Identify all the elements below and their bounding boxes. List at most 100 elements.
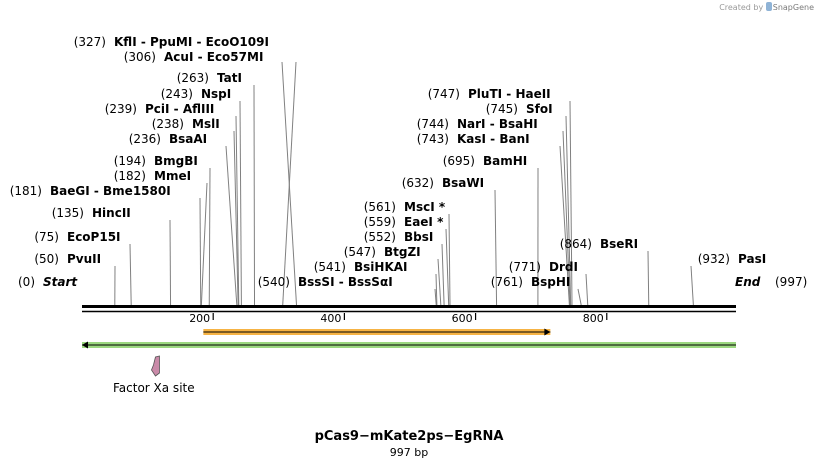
start-label: Start bbox=[43, 275, 78, 289]
features bbox=[82, 328, 736, 377]
site-position-pasi: (932) bbox=[698, 252, 730, 266]
site-name-bsphi[interactable]: BspHI bbox=[531, 275, 570, 289]
site-name-mmei[interactable]: MmeI bbox=[154, 169, 191, 183]
site-position-eaei: (559) bbox=[364, 215, 396, 229]
credit-prefix: Created by bbox=[719, 3, 764, 12]
site-line-bsaai bbox=[225, 145, 238, 306]
site-position-tati: (263) bbox=[177, 71, 209, 85]
site-line-drdi bbox=[585, 273, 589, 306]
snapgene-logo-icon bbox=[765, 2, 772, 11]
site-line-bsawi bbox=[494, 189, 498, 306]
site-position-pcii-afliii: (239) bbox=[105, 102, 137, 116]
site-line-sfoi bbox=[565, 115, 572, 306]
site-position-pvuii: (50) bbox=[34, 252, 59, 266]
site-line-bsssi-bsss-i bbox=[434, 288, 437, 306]
site-position-mmei: (182) bbox=[114, 169, 146, 183]
ruler-label-200: 200 bbox=[189, 312, 210, 325]
end-label: End bbox=[735, 275, 761, 289]
site-name-drdi[interactable]: DrdI bbox=[549, 260, 578, 274]
site-name-ecop15i[interactable]: EcoP15I bbox=[67, 230, 121, 244]
site-line-mmei bbox=[200, 182, 208, 306]
site-line-nari-bsahi bbox=[562, 130, 571, 306]
site-position-bbsi: (552) bbox=[364, 230, 396, 244]
site-name-pcii-afliii[interactable]: PciI - AflIII bbox=[145, 102, 214, 116]
site-name-acui-eco57mi[interactable]: AcuI - Eco57MI bbox=[164, 50, 263, 64]
site-name-hincii[interactable]: HincII bbox=[92, 206, 131, 220]
sequence-backbone bbox=[82, 305, 736, 313]
ruler-label-400: 400 bbox=[320, 312, 341, 325]
site-line-bseri bbox=[647, 250, 650, 306]
site-line-bbsi bbox=[441, 243, 445, 306]
site-position-bsihkai: (541) bbox=[314, 260, 346, 274]
site-position-btgzi: (547) bbox=[344, 245, 376, 259]
site-position-baegi-bme1580i: (181) bbox=[10, 184, 42, 198]
site-line-tati bbox=[253, 84, 256, 306]
site-line-hincii bbox=[169, 219, 172, 306]
site-name-bmgbi[interactable]: BmgBI bbox=[154, 154, 198, 168]
site-name-msli[interactable]: MslI bbox=[192, 117, 220, 131]
site-position-bsphi: (761) bbox=[491, 275, 523, 289]
site-name-bsssi-bsss-i[interactable]: BssSI - BssSαI bbox=[298, 275, 393, 289]
site-line-pcii-afliii bbox=[235, 115, 240, 306]
site-position-pluti-haeii: (747) bbox=[428, 87, 460, 101]
site-position-acui-eco57mi: (306) bbox=[124, 50, 156, 64]
site-position-bseri: (864) bbox=[560, 237, 592, 251]
credit-brand: SnapGene bbox=[772, 3, 814, 12]
site-position-hincii: (135) bbox=[52, 206, 84, 220]
site-line-eaei bbox=[445, 228, 450, 306]
site-line-msli bbox=[233, 130, 239, 306]
site-line-btgzi bbox=[437, 258, 442, 306]
site-name-pvuii[interactable]: PvuII bbox=[67, 252, 101, 266]
site-line-nspi bbox=[239, 100, 242, 306]
ruler: 200 400 600 800 bbox=[189, 312, 608, 325]
site-name-bsawi[interactable]: BsaWI bbox=[442, 176, 484, 190]
site-position-ecop15i: (75) bbox=[34, 230, 59, 244]
site-position-bsawi: (632) bbox=[402, 176, 434, 190]
site-name-tati[interactable]: TatI bbox=[217, 71, 242, 85]
site-name-pasi[interactable]: PasI bbox=[738, 252, 766, 266]
site-position-msli: (238) bbox=[152, 117, 184, 131]
site-line-acui-eco57mi bbox=[282, 61, 297, 306]
site-name-bamhi[interactable]: BamHI bbox=[483, 154, 527, 168]
site-name-msci[interactable]: MscI * bbox=[404, 200, 446, 214]
site-position-bmgbi: (194) bbox=[114, 154, 146, 168]
site-position-nspi: (243) bbox=[161, 87, 193, 101]
site-position-bsaai: (236) bbox=[129, 132, 161, 146]
site-position-sfoi: (745) bbox=[486, 102, 518, 116]
ruler-label-600: 600 bbox=[452, 312, 473, 325]
site-name-bseri[interactable]: BseRI bbox=[600, 237, 638, 251]
site-line-bsphi bbox=[577, 288, 582, 306]
site-position-kasi-bani: (743) bbox=[417, 132, 449, 146]
site-name-kfli-ppumi-ecoo109i[interactable]: KflI - PpuMI - EcoO109I bbox=[114, 35, 269, 49]
site-name-pluti-haeii[interactable]: PluTI - HaeII bbox=[468, 87, 551, 101]
site-name-btgzi[interactable]: BtgZI bbox=[384, 245, 421, 259]
site-line-bmgbi bbox=[208, 167, 211, 306]
site-name-baegi-bme1580i[interactable]: BaeGI - Bme1580I bbox=[50, 184, 171, 198]
site-name-bbsi[interactable]: BbsI bbox=[404, 230, 433, 244]
site-name-kasi-bani[interactable]: KasI - BanI bbox=[457, 132, 530, 146]
site-line-baegi-bme1580i bbox=[199, 197, 202, 306]
site-name-nari-bsahi[interactable]: NarI - BsaHI bbox=[457, 117, 538, 131]
site-name-bsaai[interactable]: BsaAI bbox=[169, 132, 207, 146]
end-position: (997) bbox=[775, 275, 807, 289]
end-labels: (0) Start End (997) bbox=[18, 275, 807, 289]
site-name-bsihkai[interactable]: BsiHKAI bbox=[354, 260, 408, 274]
site-line-kasi-bani bbox=[559, 145, 570, 306]
sequence-title: pCas9−mKate2ps−EgRNA bbox=[314, 429, 504, 444]
start-position: (0) bbox=[18, 275, 35, 289]
site-line-bsihkai bbox=[435, 273, 438, 306]
credit: Created by SnapGene bbox=[719, 2, 814, 12]
site-position-msci: (561) bbox=[364, 200, 396, 214]
orange-feature-arrow-icon bbox=[544, 328, 551, 336]
site-line-msci bbox=[448, 213, 451, 306]
site-name-sfoi[interactable]: SfoI bbox=[526, 102, 553, 116]
site-name-nspi[interactable]: NspI bbox=[201, 87, 231, 101]
site-line-ecop15i bbox=[129, 243, 132, 306]
site-labels: (327) KflI - PpuMI - EcoO109I(306) AcuI - … bbox=[10, 35, 766, 289]
site-position-drdi: (771) bbox=[509, 260, 541, 274]
site-position-kfli-ppumi-ecoo109i: (327) bbox=[74, 35, 106, 49]
site-name-eaei[interactable]: EaeI * bbox=[404, 215, 444, 229]
factor-xa-marker-icon[interactable] bbox=[151, 355, 160, 377]
site-position-nari-bsahi: (744) bbox=[417, 117, 449, 131]
site-lines bbox=[114, 61, 694, 306]
